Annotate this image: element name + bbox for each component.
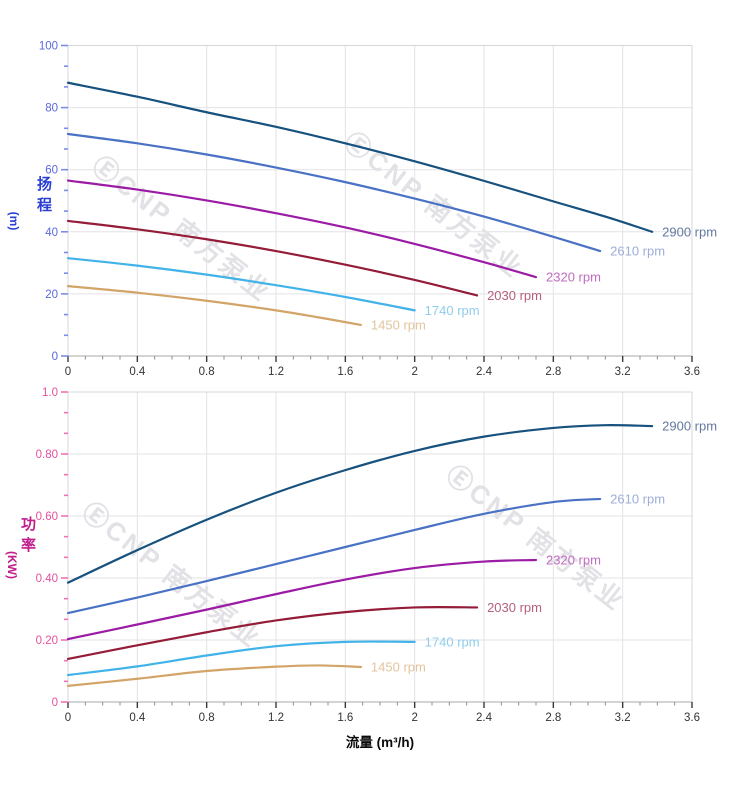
curve-label-2030rpm: 2030 rpm [487, 288, 542, 303]
x-tick-label: 2.8 [545, 366, 561, 378]
curve-label-2900rpm: 2900 rpm [662, 419, 717, 434]
curve-2320rpm [66, 558, 538, 641]
curve-2320rpm [66, 179, 538, 279]
curve-2900rpm [66, 81, 654, 233]
x-tick-label: 3.6 [684, 712, 700, 724]
plot-border [67, 45, 693, 357]
curve-2900rpm [66, 424, 654, 584]
curve-label-2030rpm: 2030 rpm [487, 600, 542, 615]
x-tick-label: 1.6 [337, 366, 353, 378]
x-tick-label: 2 [411, 366, 417, 378]
power-axis-unit: (KW) [5, 551, 19, 579]
y-tick-label: 100 [39, 41, 58, 53]
plot-border [67, 391, 693, 703]
x-tick-label: 2 [411, 712, 417, 724]
y-tick-label: 0.40 [36, 573, 58, 585]
y-tick-label: 80 [45, 103, 58, 115]
curve-2030rpm [66, 219, 479, 297]
curve-1450rpm [66, 664, 363, 687]
x-tick-label: 3.2 [615, 366, 631, 378]
curve-2610rpm [66, 497, 602, 615]
curve-label-2900rpm: 2900 rpm [662, 224, 717, 239]
x-tick-label: 0.8 [199, 712, 215, 724]
x-tick-label: 2.8 [545, 712, 561, 724]
x-tick-label: 2.4 [476, 366, 493, 378]
curve-1740rpm [66, 640, 416, 677]
curve-2030rpm [66, 606, 479, 661]
curve-label-1450rpm: 1450 rpm [371, 659, 426, 674]
flow-axis-title: 流量 (m³/h) [345, 735, 415, 750]
y-tick-label: 0.80 [36, 449, 58, 461]
curve-label-2320rpm: 2320 rpm [546, 270, 601, 285]
x-tick-label: 0 [65, 366, 71, 378]
curve-label-2610rpm: 2610 rpm [610, 491, 665, 506]
x-tick-label: 0 [65, 712, 71, 724]
x-tick-label: 3.2 [615, 712, 631, 724]
curve-label-1740rpm: 1740 rpm [425, 634, 480, 649]
head-axis-title: 扬程 [36, 176, 52, 214]
x-tick-label: 0.8 [199, 366, 215, 378]
y-tick-label: 1.0 [42, 387, 58, 399]
curve-label-2610rpm: 2610 rpm [610, 244, 665, 259]
curve-1740rpm [66, 257, 416, 312]
curve-label-1450rpm: 1450 rpm [371, 317, 426, 332]
x-tick-label: 1.6 [337, 712, 353, 724]
y-tick-label: 40 [45, 227, 58, 239]
curve-1450rpm [66, 285, 363, 327]
x-tick-label: 1.2 [268, 366, 284, 378]
y-tick-label: 60 [45, 165, 58, 177]
x-tick-label: 0.4 [129, 712, 146, 724]
x-tick-label: 1.2 [268, 712, 284, 724]
x-tick-label: 2.4 [476, 712, 493, 724]
y-tick-label: 0 [52, 351, 58, 363]
head-axis-unit: (m) [7, 211, 21, 231]
y-tick-label: 0 [52, 697, 58, 709]
curve-label-1740rpm: 1740 rpm [425, 303, 480, 318]
curve-label-2320rpm: 2320 rpm [546, 553, 601, 568]
curve-2610rpm [66, 132, 602, 253]
power-axis-title: 功率 [20, 516, 36, 554]
y-tick-label: 0.20 [36, 635, 58, 647]
x-tick-label: 3.6 [684, 366, 700, 378]
y-tick-label: 20 [45, 289, 58, 301]
x-tick-label: 0.4 [129, 366, 146, 378]
y-tick-label: 0.60 [36, 511, 58, 523]
